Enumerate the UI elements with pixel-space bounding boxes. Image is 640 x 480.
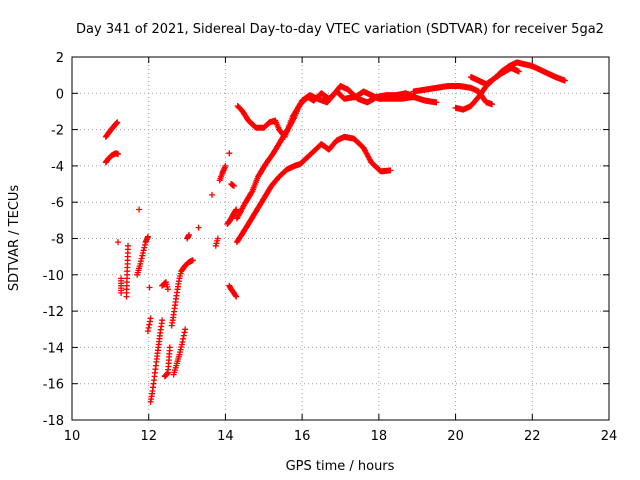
chart-title: Day 341 of 2021, Sidereal Day-to-day VTE… xyxy=(76,22,604,37)
y-axis-label: SDTVAR / TECUs xyxy=(7,185,22,292)
x-tick-label: 24 xyxy=(601,429,618,444)
y-tick-label: -2 xyxy=(51,124,64,139)
x-tick-label: 10 xyxy=(64,429,81,444)
y-tick-label: 2 xyxy=(56,51,64,66)
sdtvar-points xyxy=(102,59,568,405)
y-tick-label: 0 xyxy=(56,87,64,102)
y-tick-label: -8 xyxy=(51,233,64,248)
y-tick-label: -10 xyxy=(43,269,64,284)
grid xyxy=(72,57,609,420)
y-tick-label: -6 xyxy=(51,196,64,211)
y-tick-label: -16 xyxy=(43,378,64,393)
x-tick-label: 14 xyxy=(217,429,234,444)
x-axis-label: GPS time / hours xyxy=(286,459,395,474)
x-tick-label: 18 xyxy=(371,429,388,444)
x-tick-label: 16 xyxy=(294,429,311,444)
axis-ticks: 10 12 14 16 18 20 22 2420-2-4-6-8-10-12-14-16-1… xyxy=(43,51,618,444)
x-tick-label: 12 xyxy=(140,429,157,444)
data-points xyxy=(102,59,568,405)
y-tick-label: -12 xyxy=(43,305,64,320)
x-tick-label: 20 xyxy=(447,429,464,444)
y-tick-label: -18 xyxy=(43,414,64,429)
y-tick-label: -14 xyxy=(43,341,64,356)
y-tick-label: -4 xyxy=(51,160,64,175)
x-tick-label: 22 xyxy=(524,429,541,444)
plot-frame xyxy=(71,56,610,421)
